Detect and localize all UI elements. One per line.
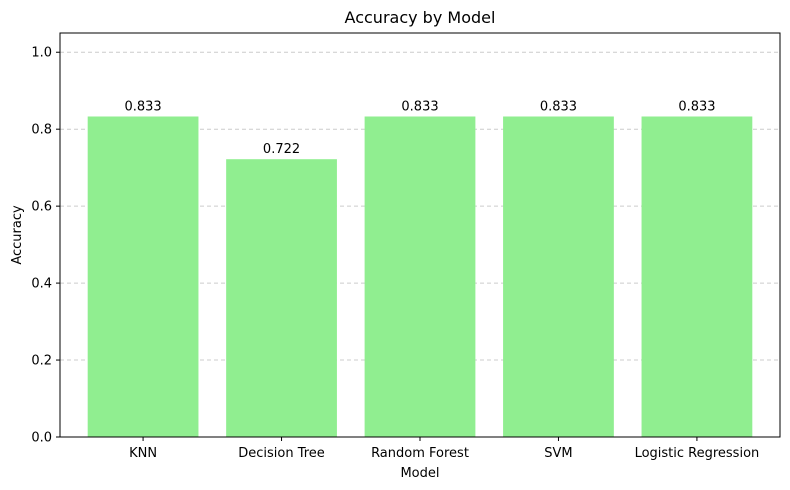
bar-svm xyxy=(503,116,614,437)
bar-decision-tree xyxy=(226,159,337,437)
x-tick-label: Decision Tree xyxy=(238,446,325,461)
x-tick-label: KNN xyxy=(129,446,157,461)
bar-logistic-regression xyxy=(641,116,753,437)
data-label: 0.833 xyxy=(540,99,577,114)
data-label: 0.833 xyxy=(678,99,715,114)
y-axis-label: Accuracy xyxy=(10,205,25,265)
bars xyxy=(87,116,753,437)
bar-random-forest xyxy=(364,116,476,437)
data-labels: 0.833 0.722 0.833 0.833 0.833 xyxy=(124,99,715,157)
bar-knn xyxy=(87,116,199,437)
chart-title: Accuracy by Model xyxy=(345,8,496,27)
y-tick-label: 0.4 xyxy=(31,277,52,292)
y-tick-label: 1.0 xyxy=(31,46,52,61)
y-tick-label: 0.6 xyxy=(31,200,52,215)
x-tick-label: Logistic Regression xyxy=(635,446,760,461)
data-label: 0.833 xyxy=(124,99,161,114)
x-axis-label: Model xyxy=(400,466,439,481)
data-label: 0.833 xyxy=(401,99,438,114)
y-axis-ticks: 0.0 0.2 0.4 0.6 0.8 1.0 xyxy=(31,46,60,446)
x-axis-ticks: KNN Decision Tree Random Forest SVM Logistic… xyxy=(129,437,759,461)
y-tick-label: 0.2 xyxy=(31,354,52,369)
x-tick-label: SVM xyxy=(544,446,572,461)
data-label: 0.722 xyxy=(263,142,300,157)
y-tick-label: 0.0 xyxy=(31,431,52,446)
x-tick-label: Random Forest xyxy=(371,446,469,461)
y-tick-label: 0.8 xyxy=(31,123,52,138)
